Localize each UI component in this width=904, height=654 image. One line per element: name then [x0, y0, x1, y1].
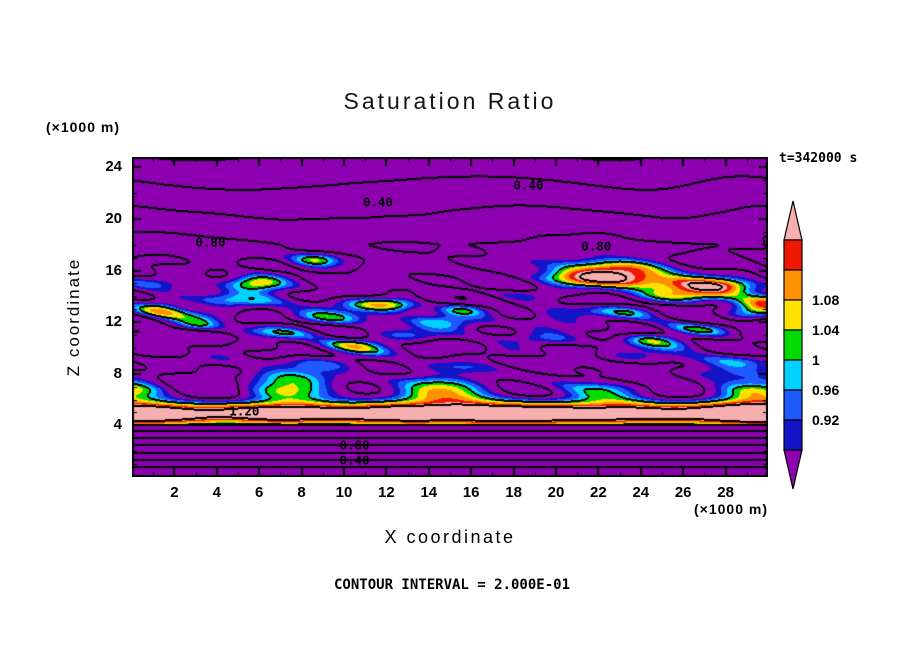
x-axis-title: X coordinate [384, 527, 516, 547]
time-annotation: t=342000 s [779, 151, 858, 166]
colorbar-tick-label: 0.96 [812, 382, 840, 398]
x-tick-label: 8 [297, 484, 306, 501]
colorbar-segment-top [783, 200, 803, 241]
colorbar-segment [783, 299, 803, 331]
z-tick-label: 20 [105, 209, 122, 227]
colorbar-segment [783, 419, 803, 451]
x-tick-label: 16 [462, 484, 480, 501]
x-tick-label: 10 [335, 484, 353, 501]
z-tick-label: 4 [113, 416, 122, 434]
colorbar-tick-label: 1.08 [812, 292, 840, 308]
colorbar-segment-bottom [783, 449, 803, 490]
x-tick-label: 2 [170, 484, 179, 501]
z-tick-label: 8 [113, 364, 122, 382]
colorbar [783, 200, 803, 490]
x-tick-label: 20 [547, 484, 565, 501]
x-tick-label: 26 [674, 484, 692, 501]
colorbar-tick-label: 0.92 [812, 412, 840, 428]
x-axis-units: (×1000 m) [694, 501, 768, 517]
colorbar-segment [783, 329, 803, 361]
colorbar-segment [783, 239, 803, 271]
contour-plot-area: 0.40 0.40 0.80 0.80 1.20 0.80 0.40 [132, 157, 768, 477]
z-tick-label: 12 [105, 313, 122, 331]
z-tick-label: 16 [105, 261, 122, 279]
chart-title: Saturation Ratio [343, 88, 557, 114]
colorbar-segment [783, 389, 803, 421]
x-tick-label: 14 [420, 484, 438, 501]
x-tick-label: 22 [590, 484, 607, 501]
colorbar-segment [783, 359, 803, 391]
x-tick-label: 6 [255, 484, 264, 501]
x-tick-label: 24 [632, 484, 650, 501]
x-tick-label: 28 [717, 484, 734, 501]
colorbar-tick-label: 1 [812, 352, 820, 368]
colorbar-tick-label: 1.04 [812, 322, 840, 338]
x-tick-label: 12 [378, 484, 395, 501]
contour-field-canvas [132, 157, 768, 477]
y-axis-title: Z coordinate [64, 257, 83, 377]
x-tick-label: 18 [505, 484, 522, 501]
z-tick-label: 24 [105, 158, 122, 176]
y-axis-units: (×1000 m) [46, 119, 120, 135]
x-tick-label: 4 [212, 484, 221, 501]
colorbar-segment [783, 269, 803, 301]
contour-interval-note: CONTOUR INTERVAL = 2.000E-01 [333, 577, 571, 593]
